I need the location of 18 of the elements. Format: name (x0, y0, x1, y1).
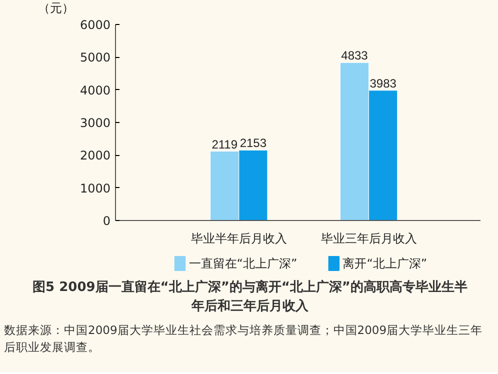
y-tick-label: 2000 (80, 148, 111, 163)
y-tick-label: 1000 (80, 181, 111, 196)
legend-label: 一直留在“北上广深” (188, 256, 298, 270)
data-label: 2153 (240, 136, 267, 150)
legend-label: 离开“北上广深” (342, 256, 428, 270)
y-tick-label: 4000 (80, 83, 111, 98)
y-tick-label: 5000 (80, 50, 111, 65)
data-label: 3983 (370, 76, 397, 90)
y-tick-label: 3000 (80, 116, 111, 130)
y-tick-label: 6000 (80, 18, 111, 32)
y-tick-label: 0 (102, 214, 111, 228)
x-tick-label: 毕业三年后月收入 (320, 232, 417, 246)
source-note: 数据来源：中国2009届大学毕业生社会需求与培养质量调查；中国2009届大学毕业生三年后职业发展调查。 (4, 322, 484, 356)
data-label: 2119 (212, 137, 238, 152)
x-tick-label: 毕业半年后月收入 (190, 232, 287, 246)
y-axis-title: （元） (38, 0, 74, 17)
text: 图5 2009届一直留在“北上广深”的与离开“北上广深”的高职高专毕业生半年后和三年后月收入 (32, 278, 468, 316)
data-label: 4833 (341, 48, 368, 63)
